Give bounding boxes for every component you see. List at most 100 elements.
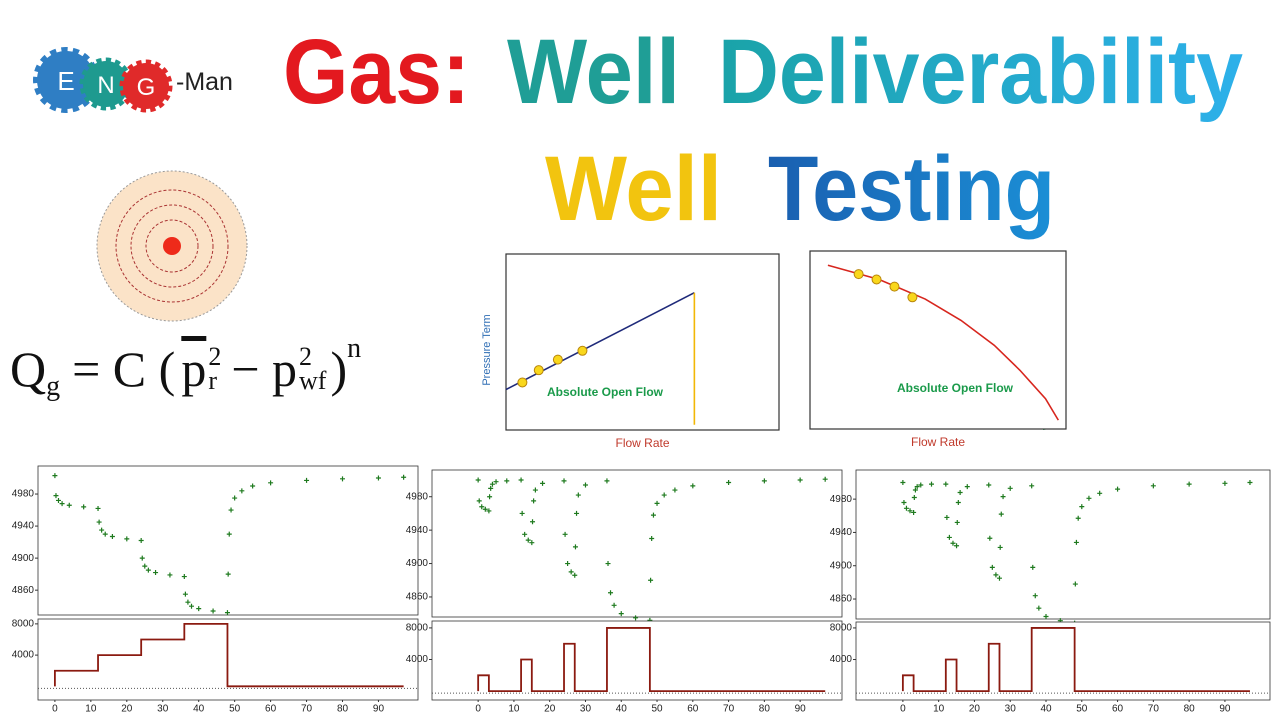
pressure-point xyxy=(59,501,65,507)
pressure-point xyxy=(929,481,934,487)
formula-stack: 2 wf xyxy=(299,342,327,395)
pressure-point xyxy=(138,538,144,543)
pressure-point xyxy=(532,487,538,493)
title-word: Well xyxy=(545,138,722,240)
pressure-point xyxy=(1115,486,1121,492)
formula-part: n xyxy=(347,333,362,364)
pressure-point xyxy=(504,478,510,484)
pressure-point xyxy=(918,482,924,488)
pressure-point xyxy=(654,500,660,506)
pressure-point xyxy=(996,575,1002,581)
pressure-point xyxy=(55,497,61,503)
pressure-point xyxy=(604,478,610,484)
test-point xyxy=(577,345,588,356)
pressure-point xyxy=(575,492,581,498)
pressure-point xyxy=(1075,515,1081,521)
pressure-point xyxy=(911,494,917,500)
pressure-point xyxy=(903,505,909,511)
pressure-point xyxy=(911,509,917,515)
formula-part: = C ( xyxy=(72,341,176,397)
x-tick-label: 10 xyxy=(85,704,97,715)
pressure-point xyxy=(476,498,482,504)
isobar xyxy=(130,204,214,288)
logo-letter: E xyxy=(57,66,74,96)
x-tick-label: 30 xyxy=(157,704,169,715)
title-word: Gas: xyxy=(283,21,470,123)
test-point xyxy=(889,281,900,292)
pressure-point xyxy=(574,510,580,516)
pressure-point xyxy=(761,478,767,484)
y-tick-label: 4860 xyxy=(406,592,429,603)
title-word: Deliverability xyxy=(718,21,1243,123)
pressure-point xyxy=(1086,495,1092,501)
x-tick-label: 30 xyxy=(1005,704,1017,715)
pressure-point xyxy=(196,606,202,612)
pressure-point xyxy=(900,479,906,485)
pressure-point xyxy=(993,572,999,578)
pressure-point xyxy=(225,571,231,577)
formula-part: ) xyxy=(330,341,348,397)
pressure-point xyxy=(582,482,588,488)
pressure-point xyxy=(531,498,537,504)
formula-part: 2 xyxy=(299,342,313,371)
pressure-point xyxy=(124,536,130,542)
title-word: Testing xyxy=(768,138,1055,240)
x-tick-label: 10 xyxy=(933,704,945,715)
plot-frame xyxy=(37,465,419,616)
pressure-point xyxy=(96,519,102,525)
pressure-point xyxy=(250,483,256,489)
x-tick-label: 80 xyxy=(337,704,349,715)
pressure-point xyxy=(1007,485,1013,491)
test-point xyxy=(871,274,882,285)
rate-line xyxy=(53,622,404,688)
pressure-point xyxy=(479,504,485,510)
title: Gas: Well Deliverability Well Testing xyxy=(283,21,1243,240)
pressure-point xyxy=(81,504,87,510)
pressure-point xyxy=(690,483,696,489)
pressure-point xyxy=(1036,605,1042,611)
y-tick-label: 4000 xyxy=(12,650,35,661)
rate-line xyxy=(901,627,1250,693)
pressure-point xyxy=(1222,480,1228,486)
formula-part: wf xyxy=(299,366,327,395)
pressure-point xyxy=(605,561,611,567)
pressure-point xyxy=(530,519,536,525)
x-tick-label: 50 xyxy=(229,704,241,715)
pressure-point xyxy=(608,590,614,596)
test-point xyxy=(517,377,528,388)
test-point xyxy=(907,292,918,303)
pressure-point xyxy=(232,495,238,501)
pressure-point xyxy=(797,477,803,483)
pressure-point xyxy=(66,502,72,508)
plot-frame xyxy=(855,621,1271,701)
pressure-point xyxy=(1029,483,1035,489)
plot-frame xyxy=(855,469,1271,620)
x-tick-label: 60 xyxy=(1112,704,1124,715)
pressure-point xyxy=(1150,483,1156,489)
pressure-point xyxy=(944,514,950,520)
reservoir-diagram xyxy=(96,170,248,322)
test-point xyxy=(552,354,563,365)
gear xyxy=(119,59,173,113)
pressure-point xyxy=(954,519,960,525)
pressure-point xyxy=(565,561,571,567)
logo-letter: N xyxy=(97,72,114,99)
pressure-point xyxy=(572,572,578,578)
x-tick-label: 0 xyxy=(52,704,58,715)
pressure-point xyxy=(182,591,188,597)
y-axis-label: Pressure Term xyxy=(481,314,493,385)
plot-frame xyxy=(505,253,780,431)
well xyxy=(163,237,181,255)
y-tick-label: 4900 xyxy=(406,558,429,569)
x-tick-label: 70 xyxy=(301,704,313,715)
x-tick-label: 60 xyxy=(687,704,699,715)
pressure-point xyxy=(475,477,481,483)
pressure-point xyxy=(540,480,546,486)
pressure-point xyxy=(239,488,245,494)
x-tick-label: 90 xyxy=(1219,704,1231,715)
pressure-point xyxy=(525,537,531,543)
pressure-point xyxy=(672,487,678,493)
pressure-point xyxy=(562,531,568,537)
